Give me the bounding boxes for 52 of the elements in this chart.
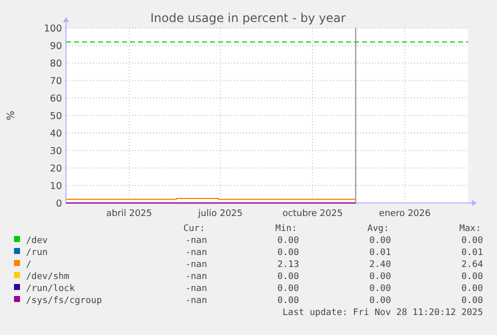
x-tick-label: octubre 2025 xyxy=(282,209,343,219)
y-tick-label: 0 xyxy=(56,198,62,210)
text: 2.13 xyxy=(277,260,299,270)
text: 2.40 xyxy=(369,260,391,270)
y-tick-label: 50 xyxy=(50,110,62,122)
text: Min: xyxy=(275,224,297,234)
legend-label: /sys/fs/cgroup xyxy=(26,296,102,306)
y-tick-label: 10 xyxy=(50,180,62,192)
text: -nan xyxy=(185,260,207,270)
text: 0.01 xyxy=(369,248,391,258)
legend-label: /dev/shm xyxy=(26,272,70,282)
legend-label: /run/lock xyxy=(26,284,76,294)
x-tick-label: abril 2025 xyxy=(106,209,152,219)
x-tick-label: julio 2025 xyxy=(197,209,243,219)
text: 0.00 xyxy=(461,284,483,294)
legend-label: /dev xyxy=(26,236,48,246)
text: -nan xyxy=(185,236,207,246)
x-tick-label: enero 2026 xyxy=(379,209,431,219)
text: -nan xyxy=(185,284,207,294)
text: 0.00 xyxy=(369,236,391,246)
y-tick-label: 40 xyxy=(50,128,62,140)
text: 0.00 xyxy=(277,236,299,246)
y-tick-label: 20 xyxy=(50,163,62,174)
text: 0.00 xyxy=(461,296,483,306)
text: -nan xyxy=(185,272,207,282)
text: 0.00 xyxy=(277,284,299,294)
y-tick-label: 70 xyxy=(50,76,62,87)
chart-title: Inode usage in percent - by year xyxy=(150,11,346,25)
y-tick-label: 100 xyxy=(44,23,62,34)
y-tick-label: 30 xyxy=(50,146,62,157)
y-tick-label: 60 xyxy=(50,93,62,104)
text: Cur: xyxy=(183,224,205,234)
text: 0.00 xyxy=(461,272,483,282)
text: Last update: Fri Nov 28 11:20:12 2025 xyxy=(282,308,483,318)
text: Avg: xyxy=(367,224,389,234)
text: -nan xyxy=(185,296,207,306)
text: 0.00 xyxy=(277,248,299,258)
text: 0.00 xyxy=(369,296,391,306)
y-tick-label: 80 xyxy=(50,58,62,70)
y-axis-title: % xyxy=(6,110,17,120)
legend-label: / xyxy=(26,260,32,270)
text: 0.01 xyxy=(461,248,483,258)
text: 0.00 xyxy=(369,284,391,294)
text: 0.00 xyxy=(277,296,299,306)
text: 0.00 xyxy=(461,236,483,246)
y-tick-label: 90 xyxy=(50,40,62,52)
text: 2.64 xyxy=(461,260,483,270)
text: 0.00 xyxy=(277,272,299,282)
text: Max: xyxy=(459,224,481,234)
legend-label: /run xyxy=(26,248,48,258)
text: -nan xyxy=(185,248,207,258)
text: 0.00 xyxy=(369,272,391,282)
